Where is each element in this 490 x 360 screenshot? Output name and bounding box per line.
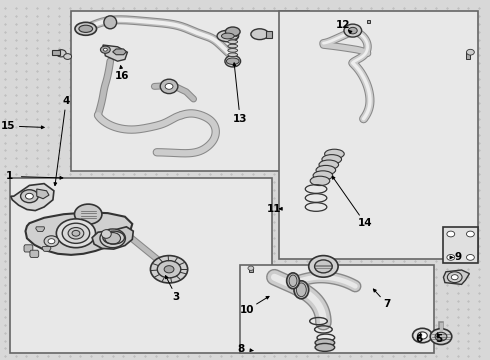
FancyBboxPatch shape	[279, 11, 478, 259]
Ellipse shape	[228, 49, 238, 52]
Circle shape	[447, 231, 455, 237]
Ellipse shape	[226, 58, 239, 64]
Ellipse shape	[217, 30, 239, 42]
Circle shape	[348, 27, 357, 34]
Circle shape	[150, 256, 188, 283]
Circle shape	[225, 55, 241, 67]
Ellipse shape	[324, 149, 344, 159]
Ellipse shape	[315, 339, 335, 347]
Circle shape	[451, 275, 458, 280]
Text: 5: 5	[435, 334, 442, 344]
Circle shape	[447, 255, 455, 260]
Circle shape	[447, 272, 462, 283]
Polygon shape	[367, 20, 370, 23]
Ellipse shape	[221, 33, 234, 39]
Polygon shape	[11, 184, 54, 211]
FancyBboxPatch shape	[71, 11, 309, 171]
Polygon shape	[25, 212, 132, 255]
Circle shape	[309, 256, 338, 277]
Circle shape	[56, 50, 66, 57]
Text: 7: 7	[383, 299, 391, 309]
Bar	[443, 227, 478, 263]
Circle shape	[417, 332, 427, 339]
Ellipse shape	[228, 40, 238, 44]
Text: 10: 10	[240, 305, 255, 315]
Ellipse shape	[101, 230, 111, 238]
Circle shape	[100, 229, 125, 248]
Text: 13: 13	[233, 114, 247, 124]
Ellipse shape	[294, 281, 309, 299]
Polygon shape	[266, 31, 272, 38]
Ellipse shape	[251, 29, 269, 40]
Text: 6: 6	[416, 334, 422, 344]
Polygon shape	[24, 245, 33, 252]
Ellipse shape	[79, 25, 93, 32]
Circle shape	[466, 255, 474, 260]
Ellipse shape	[313, 171, 333, 180]
Circle shape	[64, 54, 72, 59]
Circle shape	[413, 328, 432, 343]
Circle shape	[157, 261, 181, 278]
Polygon shape	[92, 227, 133, 249]
FancyBboxPatch shape	[240, 265, 434, 353]
Text: 4: 4	[62, 96, 70, 106]
Polygon shape	[36, 227, 45, 231]
Circle shape	[56, 219, 96, 248]
Polygon shape	[42, 247, 51, 251]
Circle shape	[48, 239, 55, 244]
Ellipse shape	[225, 27, 240, 36]
Circle shape	[72, 230, 80, 236]
Polygon shape	[443, 270, 469, 284]
Circle shape	[315, 260, 332, 273]
Circle shape	[44, 236, 59, 247]
Text: 16: 16	[115, 71, 130, 81]
Circle shape	[164, 266, 174, 273]
Ellipse shape	[287, 273, 299, 289]
Text: 1: 1	[6, 171, 13, 181]
Ellipse shape	[316, 165, 336, 175]
Ellipse shape	[160, 79, 178, 94]
Circle shape	[100, 46, 110, 53]
Ellipse shape	[104, 16, 117, 29]
Ellipse shape	[228, 53, 238, 57]
Circle shape	[466, 231, 474, 237]
Ellipse shape	[228, 44, 238, 48]
Circle shape	[25, 193, 33, 199]
Text: 14: 14	[358, 218, 372, 228]
Polygon shape	[52, 50, 60, 55]
Polygon shape	[249, 268, 253, 272]
Polygon shape	[466, 52, 470, 59]
Ellipse shape	[322, 155, 342, 164]
Circle shape	[435, 332, 447, 341]
Polygon shape	[103, 45, 127, 61]
Circle shape	[165, 84, 173, 89]
Text: 12: 12	[336, 20, 350, 30]
Polygon shape	[37, 189, 49, 199]
Text: 9: 9	[455, 252, 462, 262]
Circle shape	[103, 48, 107, 51]
FancyBboxPatch shape	[10, 178, 272, 353]
Circle shape	[466, 49, 474, 55]
Text: 15: 15	[0, 121, 15, 131]
Circle shape	[430, 329, 452, 345]
Circle shape	[248, 266, 254, 270]
Circle shape	[105, 233, 121, 244]
Text: 11: 11	[267, 204, 282, 214]
Polygon shape	[113, 49, 126, 55]
Circle shape	[344, 24, 362, 37]
Ellipse shape	[315, 343, 335, 351]
Circle shape	[21, 190, 38, 203]
Polygon shape	[30, 250, 39, 257]
Circle shape	[74, 204, 102, 224]
Text: 8: 8	[238, 344, 245, 354]
Circle shape	[62, 223, 90, 243]
Ellipse shape	[75, 22, 97, 35]
Text: 3: 3	[173, 292, 180, 302]
Circle shape	[68, 228, 84, 239]
Ellipse shape	[228, 36, 238, 39]
Ellipse shape	[310, 176, 330, 186]
Ellipse shape	[319, 160, 339, 170]
